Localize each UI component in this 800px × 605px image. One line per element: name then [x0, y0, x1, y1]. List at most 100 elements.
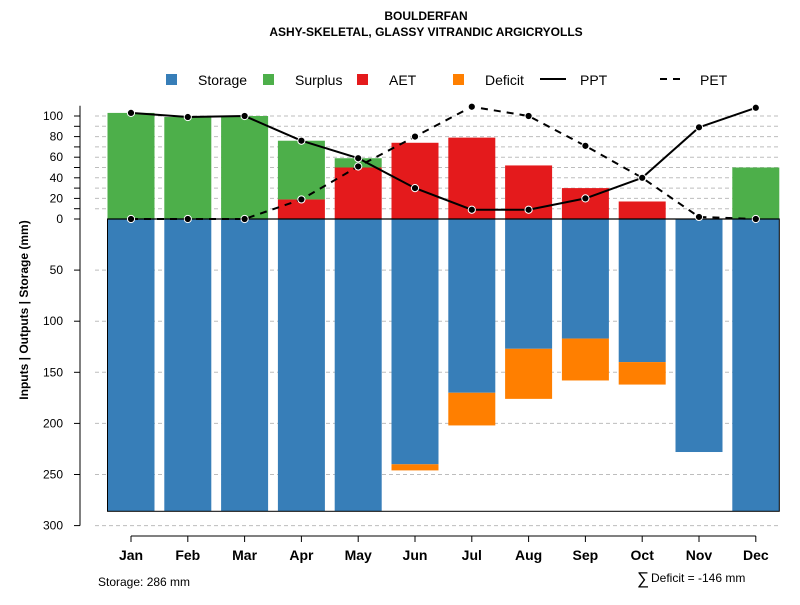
legend-label: PET	[700, 72, 728, 88]
legend-label: PPT	[580, 72, 608, 88]
x-tick-label-oct: Oct	[631, 547, 655, 563]
legend-label: Storage	[198, 72, 247, 88]
legend-swatch	[263, 74, 274, 85]
storage-bar-apr	[277, 219, 325, 512]
sum-symbol: ∑	[637, 569, 649, 588]
storage-bar-oct	[618, 219, 666, 363]
legend-item-deficit: Deficit	[453, 72, 524, 88]
legend: Storage Surplus AET Deficit PPT PET	[166, 72, 728, 88]
pet-point-aug	[524, 111, 533, 121]
chart-title: BOULDERFAN	[384, 9, 467, 23]
storage-bar-sep	[561, 219, 609, 339]
series-lines	[126, 102, 760, 224]
storage-bar-jul	[448, 219, 496, 393]
legend-item-storage: Storage	[166, 72, 247, 88]
x-axis: Jan Feb Mar Apr May Jun Jul Aug Sep Oct Nov Dec	[119, 535, 769, 563]
x-tick-label-jan: Jan	[119, 547, 143, 563]
deficit-bar-oct	[618, 362, 666, 385]
storage-bar-dec	[732, 219, 780, 512]
x-tick-label-jul: Jul	[462, 547, 482, 563]
y-tick-label: 300	[43, 519, 63, 533]
x-tick-label-apr: Apr	[289, 547, 314, 563]
legend-label: AET	[389, 72, 417, 88]
storage-bar-jun	[391, 219, 439, 465]
ppt-point-may	[354, 154, 363, 163]
pet-point-mar	[240, 214, 249, 224]
ppt-point-mar	[240, 111, 249, 121]
pet-point-jul	[467, 102, 476, 111]
x-tick-label-aug: Aug	[515, 547, 542, 563]
pet-point-dec	[751, 214, 760, 224]
y-tick-label: 150	[43, 365, 63, 379]
pet-line	[131, 105, 756, 220]
x-tick-label-sep: Sep	[573, 547, 599, 563]
aet-bar-may	[334, 167, 382, 219]
storage-bar-jan	[107, 219, 155, 512]
ppt-point-jun	[410, 184, 420, 193]
y-tick-label: 20	[50, 191, 64, 205]
deficit-footnote: Deficit = -146 mm	[651, 571, 745, 585]
legend-swatch	[166, 74, 177, 85]
x-tick-label-mar: Mar	[232, 547, 257, 563]
pet-point-nov	[694, 212, 704, 222]
legend-item-pet: PET	[660, 72, 728, 88]
bars	[107, 112, 780, 512]
pet-point-may	[354, 162, 363, 171]
legend-swatch	[453, 74, 464, 85]
ppt-point-nov	[694, 123, 704, 132]
ppt-point-jul	[467, 205, 476, 214]
storage-bar-aug	[505, 219, 553, 349]
deficit-bar-jul	[448, 392, 496, 426]
deficit-bar-sep	[561, 338, 609, 381]
storage-bar-nov	[675, 219, 723, 453]
aet-bar-oct	[618, 201, 666, 219]
chart-subtitle: ASHY-SKELETAL, GLASSY VITRANDIC ARGICRYO…	[269, 25, 582, 39]
ppt-point-feb	[183, 112, 192, 122]
y-tick-label: 40	[50, 171, 64, 185]
storage-bar-mar	[221, 219, 269, 512]
legend-item-aet: AET	[357, 72, 417, 88]
y-tick-label: 100	[43, 314, 63, 328]
pet-point-feb	[183, 214, 192, 224]
ppt-line	[130, 106, 757, 211]
y-tick-label: 0	[56, 212, 63, 226]
y-tick-label: 80	[50, 130, 64, 144]
legend-label: Surplus	[295, 72, 342, 88]
x-tick-label-nov: Nov	[686, 547, 713, 563]
ppt-point-sep	[581, 194, 590, 203]
surplus-bar-feb	[164, 117, 212, 219]
ppt-point-apr	[297, 136, 306, 145]
storage-footnote: Storage: 286 mm	[98, 575, 190, 589]
surplus-bar-apr	[277, 140, 325, 200]
aet-bar-jun	[391, 142, 439, 219]
y-tick-label: 250	[43, 468, 63, 482]
y-tick-label: 50	[50, 263, 64, 277]
ppt-point-jan	[126, 108, 136, 118]
storage-bar-feb	[164, 219, 212, 512]
deficit-bar-aug	[505, 348, 553, 399]
y-tick-label: 100	[43, 109, 63, 123]
surplus-bar-jan	[107, 112, 155, 219]
storage-bar-may	[334, 219, 382, 512]
y-axis-label: Inputs | Outputs | Storage (mm)	[17, 220, 31, 399]
y-axis: 0 20 40 60 80 100 50 100 150 200 250 300	[43, 105, 81, 533]
x-tick-label-feb: Feb	[175, 547, 200, 563]
y-tick-label: 60	[50, 150, 64, 164]
x-tick-label-may: May	[345, 547, 372, 563]
surplus-bar-dec	[732, 167, 780, 219]
ppt-point-dec	[751, 103, 760, 112]
surplus-bar-mar	[221, 116, 269, 219]
legend-item-surplus: Surplus	[263, 72, 342, 88]
pet-point-sep	[581, 141, 590, 150]
ppt-point-oct	[638, 173, 647, 182]
y-tick-label: 200	[43, 416, 63, 430]
x-tick-label-dec: Dec	[743, 547, 769, 563]
x-tick-label-jun: Jun	[403, 547, 428, 563]
legend-swatch	[357, 74, 368, 85]
deficit-bar-jun	[391, 464, 439, 471]
pet-point-apr	[297, 195, 306, 204]
zero-axis-line	[107, 218, 780, 512]
aet-bar-jul	[448, 137, 496, 219]
legend-label: Deficit	[485, 72, 524, 88]
